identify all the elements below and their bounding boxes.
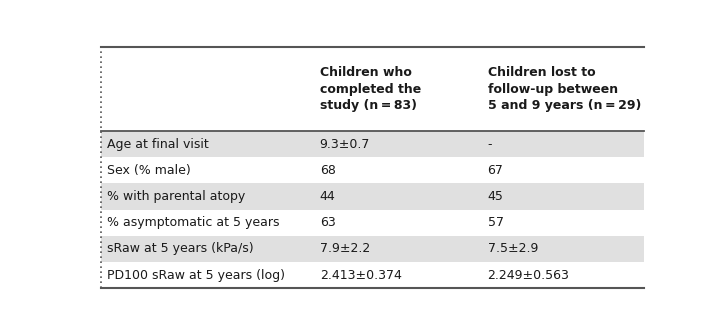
Text: 2.413±0.374: 2.413±0.374 xyxy=(320,269,401,281)
Text: 67: 67 xyxy=(487,164,503,177)
Text: Sex (% male): Sex (% male) xyxy=(107,164,191,177)
Bar xyxy=(101,131,644,157)
Bar xyxy=(101,236,644,262)
Text: 2.249±0.563: 2.249±0.563 xyxy=(487,269,570,281)
Text: 44: 44 xyxy=(320,190,336,203)
Text: 9.3±0.7: 9.3±0.7 xyxy=(320,138,370,151)
Text: Children who
completed the
study (n = 83): Children who completed the study (n = 83… xyxy=(320,66,421,112)
Text: % asymptomatic at 5 years: % asymptomatic at 5 years xyxy=(107,216,279,229)
Text: % with parental atopy: % with parental atopy xyxy=(107,190,245,203)
Bar xyxy=(101,183,644,210)
Text: 45: 45 xyxy=(487,190,503,203)
Text: PD100 sRaw at 5 years (log): PD100 sRaw at 5 years (log) xyxy=(107,269,285,281)
Text: 63: 63 xyxy=(320,216,336,229)
Text: 7.9±2.2: 7.9±2.2 xyxy=(320,242,370,255)
Text: sRaw at 5 years (kPa/s): sRaw at 5 years (kPa/s) xyxy=(107,242,253,255)
Text: -: - xyxy=(487,138,492,151)
Text: Age at final visit: Age at final visit xyxy=(107,138,209,151)
Text: 7.5±2.9: 7.5±2.9 xyxy=(487,242,538,255)
Text: 68: 68 xyxy=(320,164,336,177)
Text: Children lost to
follow-up between
5 and 9 years (n = 29): Children lost to follow-up between 5 and… xyxy=(487,66,641,112)
Text: 57: 57 xyxy=(487,216,503,229)
